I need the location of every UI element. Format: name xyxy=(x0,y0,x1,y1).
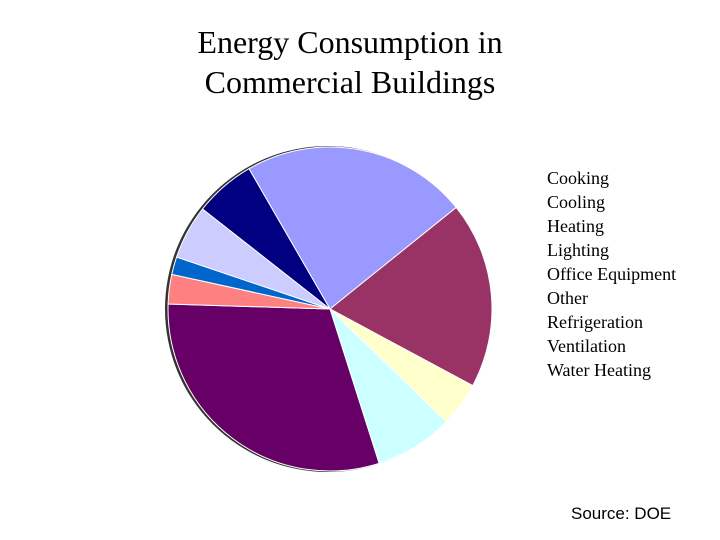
pie-slice-other xyxy=(167,303,380,472)
chart-title-line-1: Energy Consumption in xyxy=(197,24,503,60)
chart-legend: Cooking Cooling Heating Lighting Office … xyxy=(547,166,676,382)
chart-title-line-2: Commercial Buildings xyxy=(204,64,496,100)
legend-item-refrigeration: Refrigeration xyxy=(547,312,643,332)
legend-item-cooking: Cooking xyxy=(547,168,610,188)
legend-item-other: Other xyxy=(547,288,588,308)
legend-item-lighting: Lighting xyxy=(547,240,609,260)
legend-item-ventilation: Ventilation xyxy=(547,336,626,356)
pie-slice-lighting xyxy=(248,146,457,310)
pie-slice-water-heating xyxy=(201,168,331,310)
legend-item-cooling: Cooling xyxy=(547,192,606,212)
source-note: Source: DOE xyxy=(571,504,672,523)
legend-item-heating: Heating xyxy=(547,216,604,236)
pie-slice-heating xyxy=(329,206,493,387)
legend-item-water-heating: Water Heating xyxy=(547,360,652,380)
chart-title: Energy Consumption in Commercial Buildin… xyxy=(120,22,580,102)
legend-item-office-equipment: Office Equipment xyxy=(547,264,677,284)
